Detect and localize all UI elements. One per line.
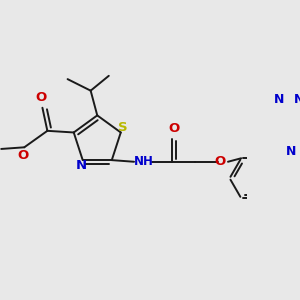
Text: N: N (76, 159, 87, 172)
Text: N: N (285, 145, 296, 158)
Text: O: O (17, 149, 28, 162)
Text: O: O (35, 92, 46, 104)
Text: O: O (168, 122, 179, 135)
Text: N: N (294, 93, 300, 106)
Text: S: S (118, 121, 127, 134)
Text: O: O (214, 155, 225, 168)
Text: N: N (274, 93, 284, 106)
Text: NH: NH (134, 155, 154, 168)
